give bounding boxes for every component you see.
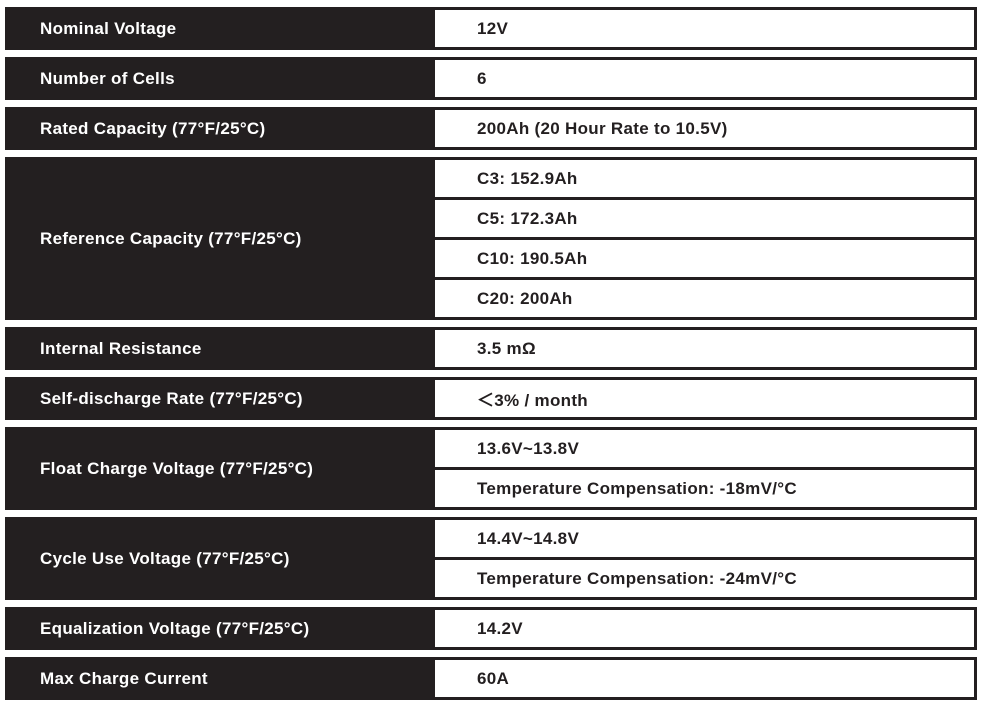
spec-row: Float Charge Voltage (77°F/25°C) 13.6V~13… <box>5 427 977 510</box>
spec-values: 13.6V~13.8V Temperature Compensation: -18… <box>435 427 977 510</box>
spec-values: 3.5 mΩ <box>435 327 977 370</box>
spec-row: Internal Resistance 3.5 mΩ <box>5 327 977 370</box>
spec-value: 13.6V~13.8V <box>435 430 974 467</box>
spec-value: C20: 200Ah <box>435 280 974 317</box>
spec-label: Nominal Voltage <box>40 18 177 38</box>
spec-value: 12V <box>435 10 974 47</box>
spec-row: Cycle Use Voltage (77°F/25°C) 14.4V~14.8V… <box>5 517 977 600</box>
spec-label: Max Charge Current <box>40 668 208 688</box>
spec-values: ＜3% / month <box>435 377 977 420</box>
spec-value: ＜3% / month <box>435 380 974 417</box>
spec-label: Self-discharge Rate (77°F/25°C) <box>40 388 303 408</box>
spec-value: 60A <box>435 660 974 697</box>
spec-label: Rated Capacity (77°F/25°C) <box>40 118 266 138</box>
spec-value: 3.5 mΩ <box>435 330 974 367</box>
spec-values: 12V <box>435 7 977 50</box>
spec-label: Float Charge Voltage (77°F/25°C) <box>40 458 314 478</box>
spec-values: C3: 152.9Ah C5: 172.3Ah C10: 190.5Ah C20: 2… <box>435 157 977 320</box>
spec-row: Self-discharge Rate (77°F/25°C) ＜3% / mon… <box>5 377 977 420</box>
spec-label: Cycle Use Voltage (77°F/25°C) <box>40 548 290 568</box>
spec-value: C3: 152.9Ah <box>435 160 974 197</box>
spec-value: 14.4V~14.8V <box>435 520 974 557</box>
spec-value: 200Ah (20 Hour Rate to 10.5V) <box>435 110 974 147</box>
spec-values: 200Ah (20 Hour Rate to 10.5V) <box>435 107 977 150</box>
spec-values: 14.2V <box>435 607 977 650</box>
spec-row: Number of Cells 6 <box>5 57 977 100</box>
spec-table: Nominal Voltage 12V Number of Cells 6 Rated … <box>5 7 977 707</box>
spec-value: 14.2V <box>435 610 974 647</box>
spec-value: 6 <box>435 60 974 97</box>
spec-label: Internal Resistance <box>40 338 202 358</box>
spec-row: Nominal Voltage 12V <box>5 7 977 50</box>
spec-label: Reference Capacity (77°F/25°C) <box>40 228 302 248</box>
spec-row: Rated Capacity (77°F/25°C) 200Ah (20 Hour… <box>5 107 977 150</box>
spec-label: Equalization Voltage (77°F/25°C) <box>40 618 310 638</box>
spec-values: 14.4V~14.8V Temperature Compensation: -24… <box>435 517 977 600</box>
spec-value: Temperature Compensation: -18mV/°C <box>435 470 974 507</box>
spec-row: Equalization Voltage (77°F/25°C) 14.2V <box>5 607 977 650</box>
spec-label: Number of Cells <box>40 68 175 88</box>
spec-values: 60A <box>435 657 977 700</box>
spec-value: C10: 190.5Ah <box>435 240 974 277</box>
spec-row: Reference Capacity (77°F/25°C) C3: 152.9A… <box>5 157 977 320</box>
spec-row: Max Charge Current 60A <box>5 657 977 700</box>
spec-value: Temperature Compensation: -24mV/°C <box>435 560 974 597</box>
spec-values: 6 <box>435 57 977 100</box>
spec-value: C5: 172.3Ah <box>435 200 974 237</box>
